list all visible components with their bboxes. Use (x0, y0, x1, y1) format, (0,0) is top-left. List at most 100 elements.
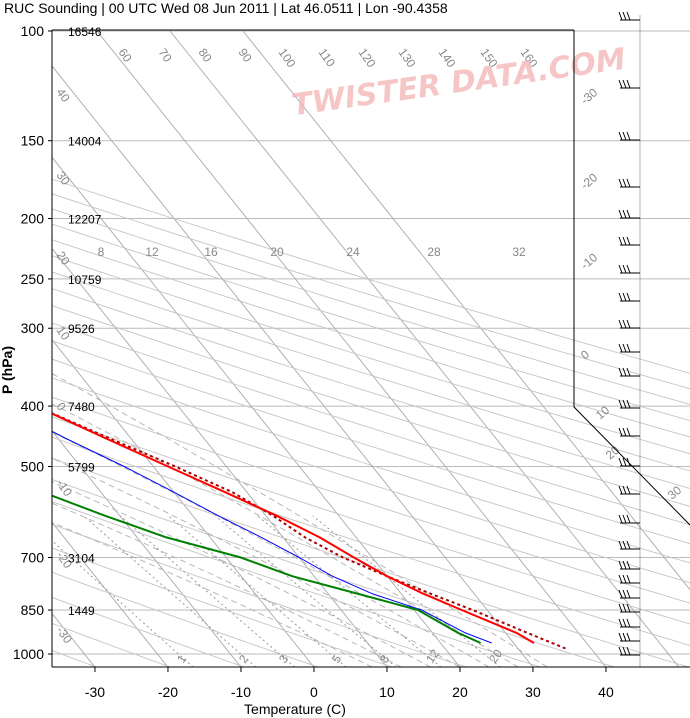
dry-adiabat (52, 596, 245, 667)
height-label: 9526 (68, 322, 95, 336)
isotherm-label: 20 (54, 249, 73, 268)
barb-flag (622, 79, 627, 89)
barb-flag (618, 618, 623, 628)
wind-barb (618, 367, 640, 377)
isotherm (52, 65, 534, 667)
wind-barb (618, 646, 640, 656)
barb-flag (622, 603, 627, 613)
barb-flag (618, 589, 623, 599)
dry-adiabat (52, 239, 690, 438)
barb-flag (622, 131, 627, 141)
isotherm (52, 339, 315, 667)
height-label: 1449 (68, 604, 95, 618)
moist-adiabat-label: 24 (346, 245, 360, 259)
y-tick-label: 300 (21, 320, 45, 336)
wind-barb (618, 131, 640, 141)
parcel-line (52, 412, 566, 650)
chart-title: RUC Sounding | 00 UTC Wed 08 Jun 2011 | … (4, 0, 448, 16)
barb-flag (622, 209, 627, 219)
dry-adiabat (52, 322, 690, 526)
dry-adiabat-label: -20 (578, 170, 601, 192)
barb-flag (626, 589, 631, 599)
barb-flag (622, 427, 627, 437)
height-label: 10759 (68, 273, 102, 287)
barb-flag (626, 236, 631, 246)
barb-flag (622, 618, 627, 628)
dry-adiabat (52, 358, 690, 564)
wind-barb (618, 236, 640, 246)
moist-adiabat (52, 481, 432, 667)
moist-adiabat-label: 32 (512, 245, 526, 259)
barb-flag (618, 485, 623, 495)
dry-adiabat (52, 436, 690, 646)
barb-flag (626, 540, 631, 550)
moist-adiabat-label: 20 (270, 245, 284, 259)
barb-flag (626, 292, 631, 302)
wind-barb (618, 209, 640, 219)
wind-barb (618, 560, 640, 570)
wind-barb (618, 79, 640, 89)
dry-adiabat-label: -30 (578, 85, 601, 107)
barb-flag (626, 427, 631, 437)
barb-flag (622, 319, 627, 329)
dry-adiabat (52, 501, 541, 667)
barb-flag (626, 343, 631, 353)
dry-adiabat (52, 178, 690, 374)
barb-flag (622, 11, 627, 21)
dry-adiabat (52, 479, 615, 667)
barb-flag (622, 574, 627, 584)
barb-flag (626, 399, 631, 409)
wind-barb (618, 618, 640, 628)
wind-barb (618, 589, 640, 599)
barb-flag (626, 457, 631, 467)
moist-adiabat-label: 16 (204, 245, 218, 259)
x-tick-label: 30 (525, 684, 541, 700)
wind-barb (618, 485, 640, 495)
isotherm-label: 100 (276, 46, 299, 71)
y-tick-label: 1000 (13, 646, 44, 662)
wind-barb (618, 603, 640, 613)
barb-flag (622, 178, 627, 188)
y-tick-label: 250 (21, 271, 45, 287)
wind-barb (618, 427, 640, 437)
barb-flag (626, 79, 631, 89)
barb-flag (622, 589, 627, 599)
dry-adiabat (52, 305, 690, 507)
watermark-text: TWISTER DATA.COM (289, 42, 627, 124)
moist-adiabat-label: 8 (98, 245, 105, 259)
isotherm (242, 30, 690, 591)
mixing-ratio-line (83, 515, 257, 667)
isotherm-label: -10 (54, 477, 76, 500)
wind-barb (618, 292, 640, 302)
isotherm-label: -30 (54, 624, 76, 647)
barb-flag (622, 367, 627, 377)
wind-barbs (618, 11, 641, 667)
x-tick-label: 20 (452, 684, 468, 700)
dry-adiabat (52, 340, 690, 545)
wind-barb (618, 264, 640, 274)
barb-flag (618, 367, 623, 377)
x-tick-label: -20 (158, 684, 178, 700)
wind-barb (618, 574, 640, 584)
isotherm-label: 80 (196, 46, 215, 65)
moist-adiabat (52, 521, 373, 667)
y-tick-label: 500 (21, 458, 45, 474)
x-tick-label: -10 (231, 684, 251, 700)
isotherm-label: 0 (54, 400, 69, 414)
barb-flag (626, 603, 631, 613)
barb-flag (618, 399, 623, 409)
isotherm-label: 70 (156, 46, 175, 65)
dry-adiabat (52, 416, 690, 625)
barb-flag (618, 603, 623, 613)
barb-flag (622, 343, 627, 353)
dry-adiabat (52, 193, 690, 390)
barb-flag (618, 319, 623, 329)
dry-adiabat (52, 396, 690, 604)
isotherm-label: 90 (236, 46, 255, 65)
x-axis-label: Temperature (C) (244, 701, 346, 717)
barb-flag (622, 632, 627, 642)
barb-flag (622, 560, 627, 570)
dry-adiabat (52, 208, 690, 405)
